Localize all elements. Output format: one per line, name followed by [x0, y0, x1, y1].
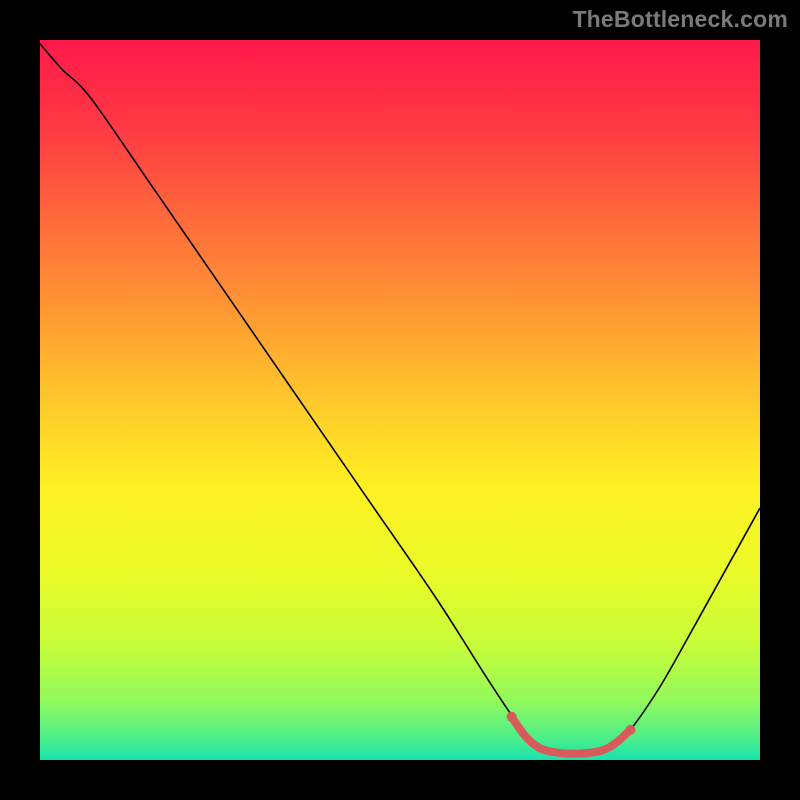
chart-frame: TheBottleneck.com [0, 0, 800, 800]
bottleneck-chart [40, 40, 760, 760]
highlight-start-marker [507, 712, 517, 722]
chart-svg [40, 40, 760, 760]
chart-background [40, 40, 760, 760]
watermark-text: TheBottleneck.com [572, 6, 788, 33]
highlight-end-marker [625, 725, 635, 735]
